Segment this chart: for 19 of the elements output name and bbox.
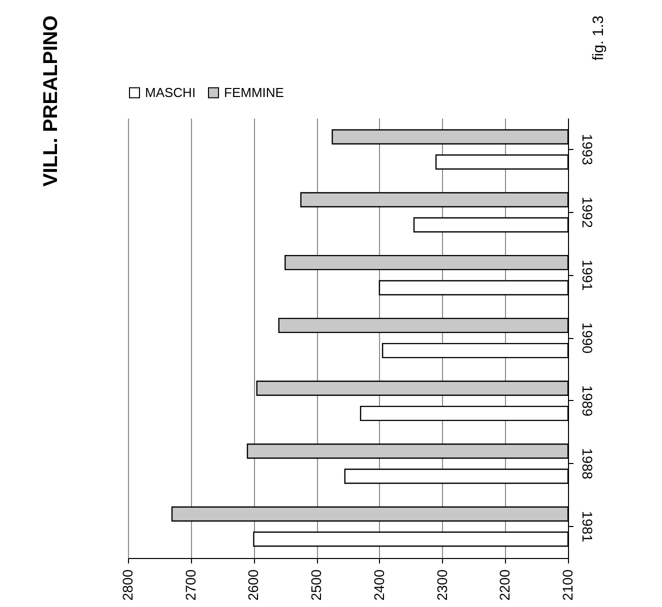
y-tick-label: 1988 bbox=[580, 448, 596, 480]
y-tick-label: 1989 bbox=[580, 385, 596, 417]
x-tick-label: 2200 bbox=[496, 569, 513, 601]
y-tick-label: 1990 bbox=[580, 322, 596, 354]
x-tick-label: 2600 bbox=[245, 569, 262, 601]
legend-label: MASCHI bbox=[145, 84, 196, 100]
y-tick-label: 1981 bbox=[580, 510, 596, 542]
y-tick-label: 1991 bbox=[580, 260, 596, 291]
y-tick-label: 1992 bbox=[580, 196, 596, 228]
x-tick-label: 2300 bbox=[434, 569, 450, 601]
chart-title: VILL. PREALPINO bbox=[40, 15, 62, 187]
x-tick-label: 2400 bbox=[370, 569, 387, 601]
x-tick-label: 2500 bbox=[308, 569, 324, 601]
caption: fig. 1.3 bbox=[590, 15, 607, 61]
x-tick-label: 2100 bbox=[560, 569, 576, 601]
x-tick-label: 2800 bbox=[120, 569, 136, 601]
y-tick-label: 1993 bbox=[580, 134, 596, 166]
legend-label: FEMMINE bbox=[224, 84, 284, 100]
x-tick-label: 2700 bbox=[182, 569, 198, 601]
